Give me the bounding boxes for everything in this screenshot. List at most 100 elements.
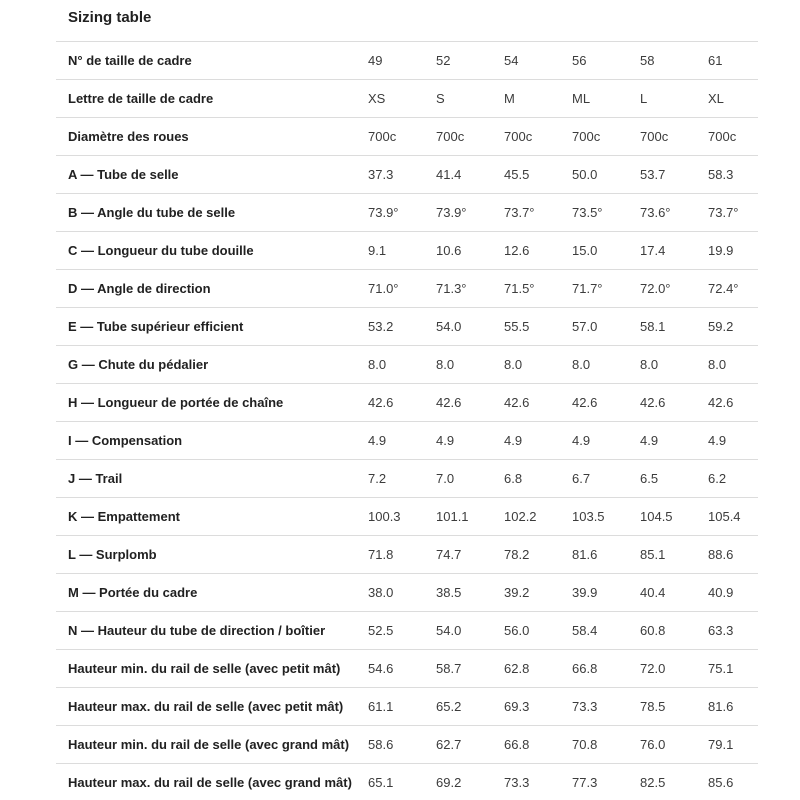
- cell-value: 8.0: [504, 345, 572, 384]
- cell-value: 73.3: [504, 763, 572, 800]
- cell-value: 17.4: [640, 231, 708, 270]
- cell-value: 10.6: [436, 231, 504, 270]
- cell-value: 8.0: [708, 345, 758, 384]
- cell-value: 61: [708, 41, 758, 80]
- table-row: Diamètre des roues 700c 700c 700c 700c 700c 70…: [56, 117, 758, 156]
- cell-value: 15.0: [572, 231, 640, 270]
- cell-value: 7.0: [436, 459, 504, 498]
- cell-value: 52: [436, 41, 504, 80]
- row-label: Hauteur max. du rail de selle (avec gran…: [56, 763, 368, 800]
- cell-value: 40.9: [708, 573, 758, 612]
- cell-value: 8.0: [436, 345, 504, 384]
- cell-value: 71.8: [368, 535, 436, 574]
- row-label: K — Empattement: [56, 497, 368, 536]
- cell-value: 100.3: [368, 497, 436, 536]
- cell-value: 4.9: [572, 421, 640, 460]
- cell-value: 60.8: [640, 611, 708, 650]
- cell-value: 700c: [708, 117, 758, 156]
- cell-value: 56: [572, 41, 640, 80]
- cell-value: 8.0: [572, 345, 640, 384]
- table-row: J — Trail 7.2 7.0 6.8 6.7 6.5 6.2: [56, 459, 758, 498]
- row-label: I — Compensation: [56, 421, 368, 460]
- cell-value: 6.5: [640, 459, 708, 498]
- cell-value: 72.0°: [640, 269, 708, 308]
- row-label: N — Hauteur du tube de direction / boîti…: [56, 611, 368, 650]
- cell-value: 4.9: [640, 421, 708, 460]
- table-row: Lettre de taille de cadre XS S M ML L XL: [56, 79, 758, 118]
- cell-value: 58: [640, 41, 708, 80]
- row-label: E — Tube supérieur efficient: [56, 307, 368, 346]
- cell-value: 66.8: [572, 649, 640, 688]
- table-row: D — Angle de direction 71.0° 71.3° 71.5° 71.…: [56, 269, 758, 308]
- cell-value: 77.3: [572, 763, 640, 800]
- cell-value: 72.4°: [708, 269, 758, 308]
- cell-value: 42.6: [504, 383, 572, 422]
- row-label: M — Portée du cadre: [56, 573, 368, 612]
- cell-value: 72.0: [640, 649, 708, 688]
- cell-value: 85.6: [708, 763, 758, 800]
- cell-value: 4.9: [504, 421, 572, 460]
- cell-value: 53.7: [640, 155, 708, 194]
- cell-value: 8.0: [368, 345, 436, 384]
- row-label: D — Angle de direction: [56, 269, 368, 308]
- cell-value: 82.5: [640, 763, 708, 800]
- cell-value: 73.7°: [504, 193, 572, 232]
- cell-value: 88.6: [708, 535, 758, 574]
- table-row: I — Compensation 4.9 4.9 4.9 4.9 4.9 4.9: [56, 421, 758, 460]
- cell-value: 49: [368, 41, 436, 80]
- cell-value: 42.6: [436, 383, 504, 422]
- page-title: Sizing table: [68, 9, 152, 26]
- cell-value: 65.1: [368, 763, 436, 800]
- cell-value: 6.2: [708, 459, 758, 498]
- cell-value: 102.2: [504, 497, 572, 536]
- cell-value: 42.6: [572, 383, 640, 422]
- cell-value: 81.6: [708, 687, 758, 726]
- cell-value: 73.5°: [572, 193, 640, 232]
- row-label: A — Tube de selle: [56, 155, 368, 194]
- cell-value: 700c: [368, 117, 436, 156]
- cell-value: ML: [572, 79, 640, 118]
- cell-value: 52.5: [368, 611, 436, 650]
- table-row: A — Tube de selle 37.3 41.4 45.5 50.0 53.7 58.…: [56, 155, 758, 194]
- cell-value: 38.5: [436, 573, 504, 612]
- row-label: G — Chute du pédalier: [56, 345, 368, 384]
- table-row: M — Portée du cadre 38.0 38.5 39.2 39.9 40.4 4…: [56, 573, 758, 612]
- table-row: Hauteur max. du rail de selle (avec peti…: [56, 687, 758, 726]
- table-row: L — Surplomb 71.8 74.7 78.2 81.6 85.1 88.6: [56, 535, 758, 574]
- cell-value: 54.0: [436, 307, 504, 346]
- cell-value: 78.2: [504, 535, 572, 574]
- cell-value: 71.7°: [572, 269, 640, 308]
- cell-value: 73.3: [572, 687, 640, 726]
- table-row: C — Longueur du tube douille 9.1 10.6 12.6 1…: [56, 231, 758, 270]
- cell-value: 40.4: [640, 573, 708, 612]
- cell-value: S: [436, 79, 504, 118]
- cell-value: 58.1: [640, 307, 708, 346]
- row-label: N° de taille de cadre: [56, 41, 368, 80]
- cell-value: 7.2: [368, 459, 436, 498]
- cell-value: 700c: [436, 117, 504, 156]
- row-label: Hauteur max. du rail de selle (avec peti…: [56, 687, 368, 726]
- cell-value: 41.4: [436, 155, 504, 194]
- cell-value: 85.1: [640, 535, 708, 574]
- cell-value: 69.2: [436, 763, 504, 800]
- cell-value: 79.1: [708, 725, 758, 764]
- table-row: G — Chute du pédalier 8.0 8.0 8.0 8.0 8.0 8.0: [56, 345, 758, 384]
- cell-value: 75.1: [708, 649, 758, 688]
- cell-value: 56.0: [504, 611, 572, 650]
- cell-value: 63.3: [708, 611, 758, 650]
- table-row: K — Empattement 100.3 101.1 102.2 103.5 104.5…: [56, 497, 758, 536]
- cell-value: 12.6: [504, 231, 572, 270]
- cell-value: 54: [504, 41, 572, 80]
- cell-value: 42.6: [708, 383, 758, 422]
- cell-value: 700c: [572, 117, 640, 156]
- cell-value: 73.9°: [436, 193, 504, 232]
- cell-value: 73.9°: [368, 193, 436, 232]
- cell-value: 39.2: [504, 573, 572, 612]
- cell-value: 6.8: [504, 459, 572, 498]
- cell-value: 103.5: [572, 497, 640, 536]
- cell-value: 71.3°: [436, 269, 504, 308]
- cell-value: 37.3: [368, 155, 436, 194]
- row-label: B — Angle du tube de selle: [56, 193, 368, 232]
- cell-value: 19.9: [708, 231, 758, 270]
- table-row: N° de taille de cadre 49 52 54 56 58 61: [56, 41, 758, 80]
